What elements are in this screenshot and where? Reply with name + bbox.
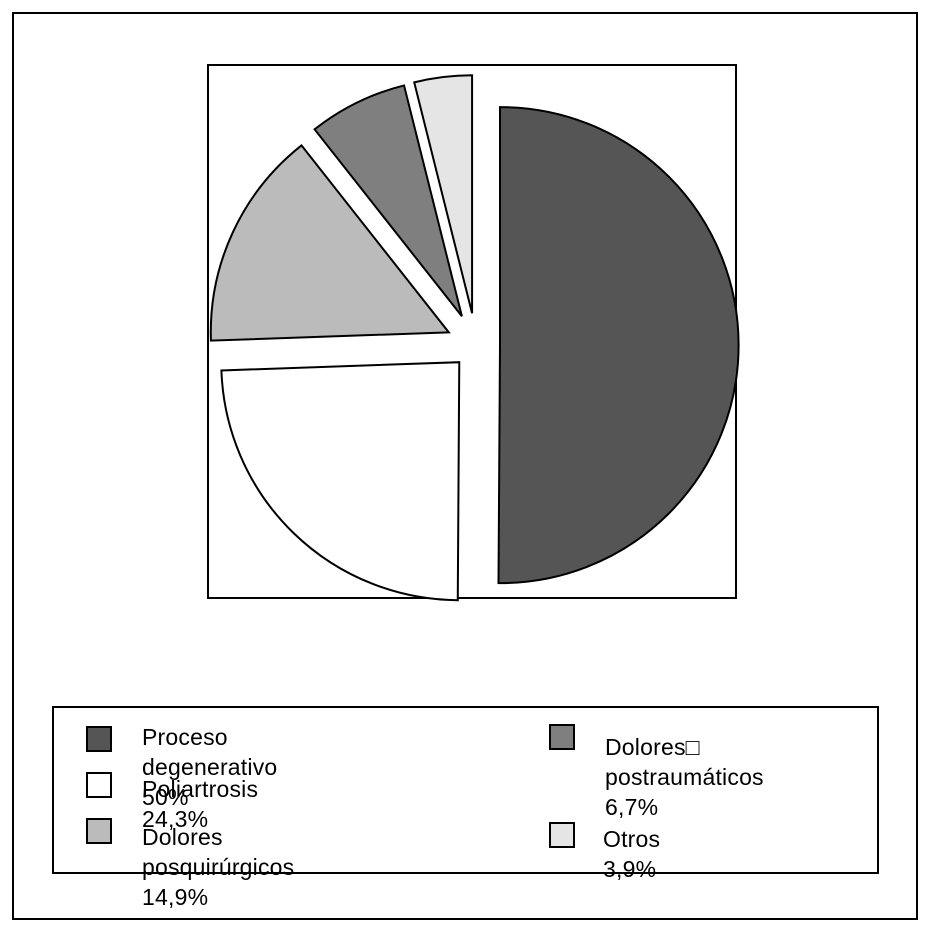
legend-label-2: Dolores posquirúrgicos 14,9% bbox=[142, 824, 295, 910]
pie-slice-2 bbox=[209, 144, 451, 342]
legend-swatch-3 bbox=[549, 724, 575, 750]
pie-slice-0 bbox=[497, 106, 740, 585]
legend-swatch-0 bbox=[86, 726, 112, 752]
legend-swatch-2 bbox=[86, 818, 112, 844]
figure-frame bbox=[12, 12, 918, 920]
pie-slice-3 bbox=[313, 84, 463, 317]
legend-label-3: Dolores□ postraumáticos 6,7% bbox=[605, 734, 764, 820]
legend: Proceso degenerativo 50% Poliartrosis 24… bbox=[52, 706, 879, 910]
legend-label-1: Poliartrosis 24,3% bbox=[142, 776, 259, 832]
pie-slice-4 bbox=[413, 74, 474, 314]
legend-label-0: Proceso degenerativo 50% bbox=[142, 724, 278, 810]
pie-slices bbox=[209, 74, 740, 602]
legend-swatch-4 bbox=[549, 822, 575, 848]
legend-label-4: Otros 3,9% bbox=[603, 826, 661, 882]
legend-swatch-1 bbox=[86, 772, 112, 798]
pie-slice-1 bbox=[220, 361, 461, 602]
